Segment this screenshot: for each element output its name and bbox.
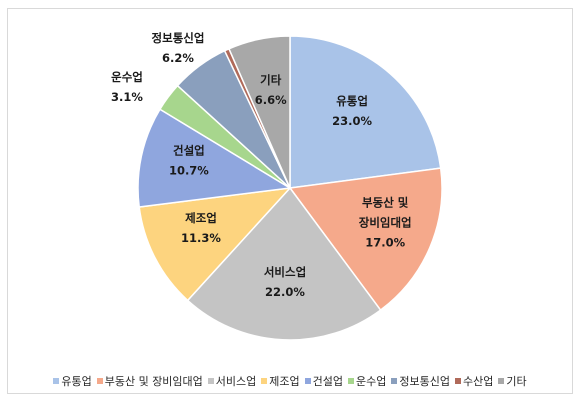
pie-slice (289, 35, 442, 189)
legend-swatch (391, 378, 398, 384)
pie-slice (228, 35, 291, 189)
legend-label: 정보통신업 (399, 375, 451, 388)
legend-label: 부동산 및 장비임대업 (104, 375, 203, 388)
legend-item: 건설업 (304, 373, 344, 389)
legend-item: 제조업 (261, 373, 300, 389)
legend-swatch (96, 378, 103, 384)
legend-item: 부동산 및 장비임대업 (96, 373, 203, 389)
data-label: 부동산 및 장비임대업 17.0% (359, 195, 412, 249)
pie-slice (288, 167, 443, 312)
legend-item: 정보통신업 (391, 373, 450, 389)
legend-swatch (498, 378, 505, 384)
data-label: 운수업 3.1% (111, 70, 143, 104)
legend-label: 유통업 (61, 375, 92, 388)
pie-slice (186, 186, 382, 341)
legend-label: 건설업 (312, 375, 344, 388)
legend-label: 서비스업 (215, 375, 257, 388)
legend-label: 기타 (506, 375, 527, 388)
legend-label: 제조업 (269, 375, 300, 388)
legend-item: 수산업 (455, 373, 493, 389)
chart-legend: 유통업 부동산 및 장비임대업 서비스업 제조업 건설업 운수업 정보통신업 수산업 기타 (14, 373, 566, 389)
legend-swatch (304, 378, 311, 384)
data-label: 기타 6.6% (255, 73, 287, 107)
data-label: 서비스업 22.0% (264, 265, 306, 299)
legend-item: 서비스업 (207, 373, 257, 389)
legend-label: 수산업 (463, 375, 494, 388)
legend-swatch (348, 378, 355, 384)
data-label: 정보통신업 6.2% (152, 31, 205, 65)
data-label: 유통업 23.0% (332, 94, 372, 128)
data-label: 건설업 10.7% (169, 144, 209, 178)
data-label: 제조업 11.3% (181, 211, 221, 245)
legend-swatch (261, 378, 268, 384)
legend-label: 운수업 (356, 375, 387, 388)
legend-swatch (53, 378, 60, 384)
pie-slice (137, 108, 293, 208)
legend-item: 유통업 (53, 373, 92, 389)
legend-item: 기타 (498, 373, 527, 389)
pie-slice (138, 187, 292, 302)
legend-swatch (455, 378, 462, 384)
legend-item: 운수업 (348, 373, 386, 389)
legend-swatch (207, 378, 214, 384)
